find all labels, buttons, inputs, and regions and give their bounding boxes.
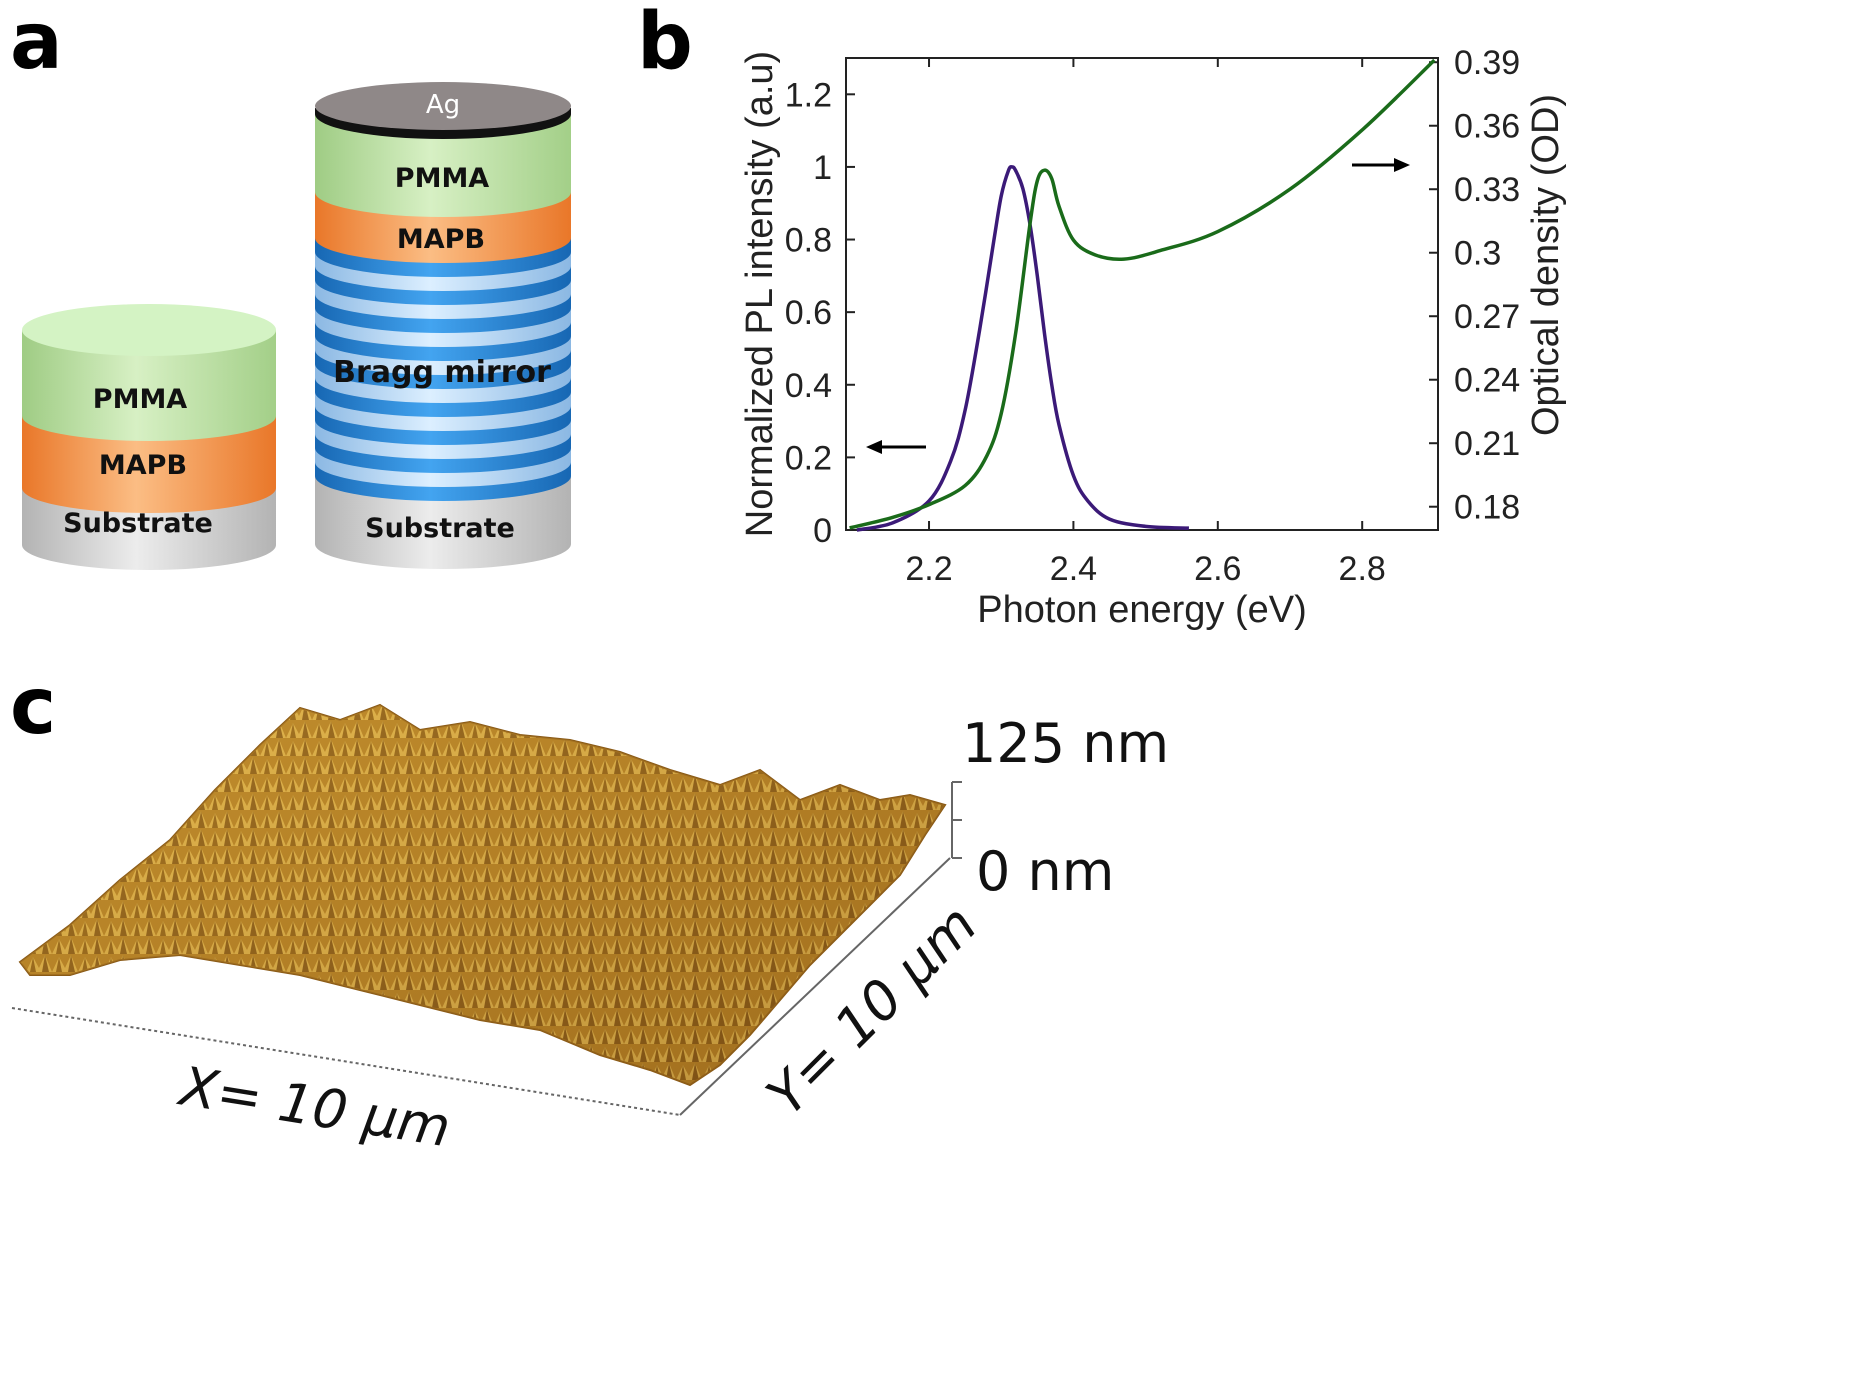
x-tick-label: 2.2 [905, 550, 952, 588]
x-tick-label: 2.4 [1050, 550, 1097, 588]
small-pmma-layer [22, 330, 276, 441]
plot-frame [845, 57, 1439, 531]
afm-x-label: X= 10 µm [173, 1054, 455, 1159]
afm-scale-top-label: 125 nm [962, 712, 1169, 775]
small-mapb-label: MAPB [99, 450, 187, 481]
afm-surface-shading [20, 705, 945, 1085]
panel-label-a: a [10, 0, 63, 87]
y-tick-label: 0 [813, 512, 832, 550]
y-tick-label: 0.4 [785, 367, 832, 405]
right-axis-arrow [1352, 158, 1410, 172]
y2-tick-label: 0.27 [1454, 298, 1520, 336]
y-tick-label: 0.2 [785, 439, 832, 477]
pl-od-chart: 2.2 2.4 2.6 2.8 0 0.2 0.4 0.6 0.8 1 1.2 0.18 0.21 0.2… [739, 44, 1567, 631]
afm-y-axis [679, 857, 951, 1116]
afm-scale-bottom-label: 0 nm [976, 840, 1114, 903]
tall-pmma-label: PMMA [395, 163, 490, 194]
y-tick-label: 1 [813, 149, 832, 187]
y-axis-label-right: Optical density (OD) [1525, 94, 1567, 436]
y2-tick-label: 0.18 [1454, 489, 1520, 527]
afm-surface-plot: 125 nm 0 nm X= 10 µm Y= 10 µm [11, 703, 1169, 1159]
y2-tick-label: 0.21 [1454, 425, 1520, 463]
y-tick-label: 0.6 [785, 294, 832, 332]
small-layer-stack: PMMA MAPB Substrate [22, 304, 276, 570]
pl-intensity-line [856, 165, 1190, 532]
left-axis-arrow [866, 440, 926, 454]
small-substrate-label: Substrate [63, 508, 213, 539]
x-tick-label: 2.8 [1339, 550, 1386, 588]
small-pmma-label: PMMA [93, 384, 188, 415]
y-tick-label: 0.8 [785, 222, 832, 260]
y2-tick-label: 0.24 [1454, 362, 1520, 400]
panel-label-b: b [637, 0, 693, 87]
tall-layer-stack: Ag PMMA MAPB Bragg mirror Substrate [315, 82, 571, 569]
y2-tick-label: 0.39 [1454, 44, 1520, 82]
y2-tick-label: 0.33 [1454, 171, 1520, 209]
tall-substrate-label: Substrate [365, 513, 515, 544]
x-axis-label: Photon energy (eV) [977, 589, 1307, 631]
y-axis-label-left: Normalized PL intensity (a.u) [739, 51, 781, 537]
small-mapb-layer [22, 416, 276, 513]
x-tick-label: 2.6 [1194, 550, 1241, 588]
bragg-mirror-label: Bragg mirror [333, 355, 551, 390]
ag-label: Ag [426, 90, 460, 120]
tall-substrate-layer [315, 476, 571, 569]
bragg-mirror-layers [315, 238, 571, 501]
small-top-face [22, 304, 276, 356]
afm-x-axis [11, 1007, 681, 1116]
y2-tick-label: 0.3 [1454, 235, 1501, 273]
y2-tick-label: 0.36 [1454, 108, 1520, 146]
optical-density-line [849, 58, 1436, 530]
ag-layer [315, 82, 571, 130]
panel-label-c: c [10, 662, 56, 752]
tall-pmma-layer [315, 112, 571, 217]
y-tick-label: 1.2 [785, 76, 832, 114]
tall-mapb-label: MAPB [397, 224, 485, 255]
